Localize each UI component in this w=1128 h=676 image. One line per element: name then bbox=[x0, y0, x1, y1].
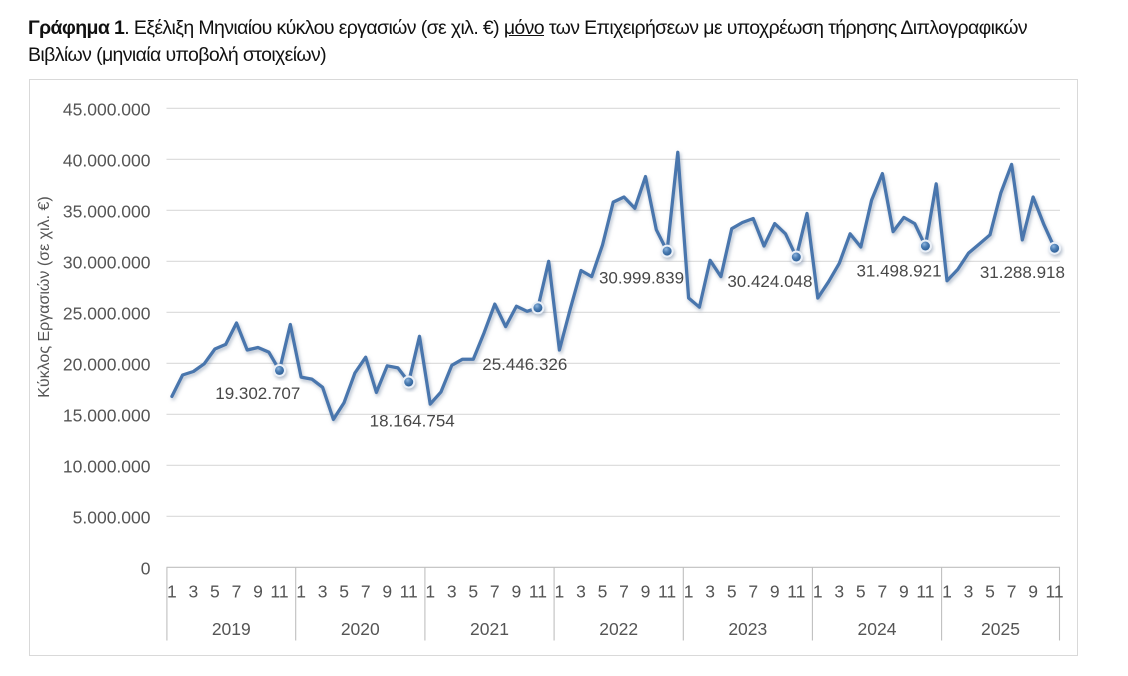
svg-text:2025: 2025 bbox=[981, 619, 1020, 639]
svg-text:2019: 2019 bbox=[212, 619, 251, 639]
svg-text:20.000.000: 20.000.000 bbox=[63, 355, 151, 375]
svg-text:9: 9 bbox=[253, 582, 263, 602]
svg-text:25.446.326: 25.446.326 bbox=[482, 355, 567, 374]
svg-text:7: 7 bbox=[361, 582, 371, 602]
svg-text:30.424.048: 30.424.048 bbox=[727, 272, 812, 291]
svg-text:2022: 2022 bbox=[599, 619, 638, 639]
svg-text:19.302.707: 19.302.707 bbox=[215, 384, 300, 403]
svg-text:30.999.839: 30.999.839 bbox=[599, 268, 684, 287]
svg-text:3: 3 bbox=[705, 582, 715, 602]
svg-text:1: 1 bbox=[167, 582, 177, 602]
svg-text:9: 9 bbox=[382, 582, 392, 602]
svg-text:31.498.921: 31.498.921 bbox=[856, 261, 941, 280]
svg-text:5.000.000: 5.000.000 bbox=[73, 508, 151, 528]
svg-text:11: 11 bbox=[658, 582, 676, 602]
svg-text:7: 7 bbox=[748, 582, 758, 602]
svg-text:30.000.000: 30.000.000 bbox=[63, 253, 151, 273]
svg-text:5: 5 bbox=[468, 582, 478, 602]
svg-text:5: 5 bbox=[727, 582, 737, 602]
svg-text:0: 0 bbox=[141, 559, 151, 579]
svg-text:3: 3 bbox=[189, 582, 199, 602]
svg-text:11: 11 bbox=[270, 582, 288, 602]
svg-text:3: 3 bbox=[318, 582, 328, 602]
svg-text:40.000.000: 40.000.000 bbox=[63, 151, 151, 171]
svg-text:9: 9 bbox=[770, 582, 780, 602]
svg-text:9: 9 bbox=[1028, 582, 1038, 602]
svg-text:2021: 2021 bbox=[470, 619, 509, 639]
svg-text:25.000.000: 25.000.000 bbox=[63, 304, 151, 324]
svg-text:7: 7 bbox=[619, 582, 629, 602]
svg-text:5: 5 bbox=[339, 582, 349, 602]
svg-text:1: 1 bbox=[684, 582, 694, 602]
svg-text:1: 1 bbox=[942, 582, 952, 602]
svg-text:11: 11 bbox=[1046, 582, 1064, 602]
svg-text:11: 11 bbox=[916, 582, 934, 602]
svg-text:7: 7 bbox=[490, 582, 500, 602]
svg-text:7: 7 bbox=[1007, 582, 1017, 602]
svg-text:3: 3 bbox=[834, 582, 844, 602]
svg-text:3: 3 bbox=[576, 582, 586, 602]
svg-text:9: 9 bbox=[899, 582, 909, 602]
svg-text:11: 11 bbox=[787, 582, 805, 602]
svg-text:11: 11 bbox=[529, 582, 547, 602]
svg-text:7: 7 bbox=[878, 582, 888, 602]
svg-text:2024: 2024 bbox=[858, 619, 897, 639]
svg-text:15.000.000: 15.000.000 bbox=[63, 406, 151, 426]
svg-text:35.000.000: 35.000.000 bbox=[63, 202, 151, 222]
svg-text:5: 5 bbox=[210, 582, 220, 602]
svg-text:3: 3 bbox=[447, 582, 457, 602]
svg-text:10.000.000: 10.000.000 bbox=[63, 457, 151, 477]
svg-text:1: 1 bbox=[555, 582, 565, 602]
svg-text:9: 9 bbox=[512, 582, 522, 602]
svg-text:5: 5 bbox=[598, 582, 608, 602]
svg-text:1: 1 bbox=[813, 582, 823, 602]
svg-text:45.000.000: 45.000.000 bbox=[63, 100, 151, 120]
svg-text:5: 5 bbox=[856, 582, 866, 602]
svg-text:11: 11 bbox=[400, 582, 418, 602]
svg-text:1: 1 bbox=[296, 582, 306, 602]
svg-text:2023: 2023 bbox=[728, 619, 767, 639]
svg-text:9: 9 bbox=[641, 582, 651, 602]
svg-text:1: 1 bbox=[425, 582, 435, 602]
svg-text:18.164.754: 18.164.754 bbox=[370, 411, 455, 430]
svg-text:2020: 2020 bbox=[341, 619, 380, 639]
svg-text:7: 7 bbox=[232, 582, 242, 602]
svg-text:3: 3 bbox=[964, 582, 974, 602]
svg-text:31.288.918: 31.288.918 bbox=[980, 263, 1065, 282]
svg-text:5: 5 bbox=[985, 582, 995, 602]
